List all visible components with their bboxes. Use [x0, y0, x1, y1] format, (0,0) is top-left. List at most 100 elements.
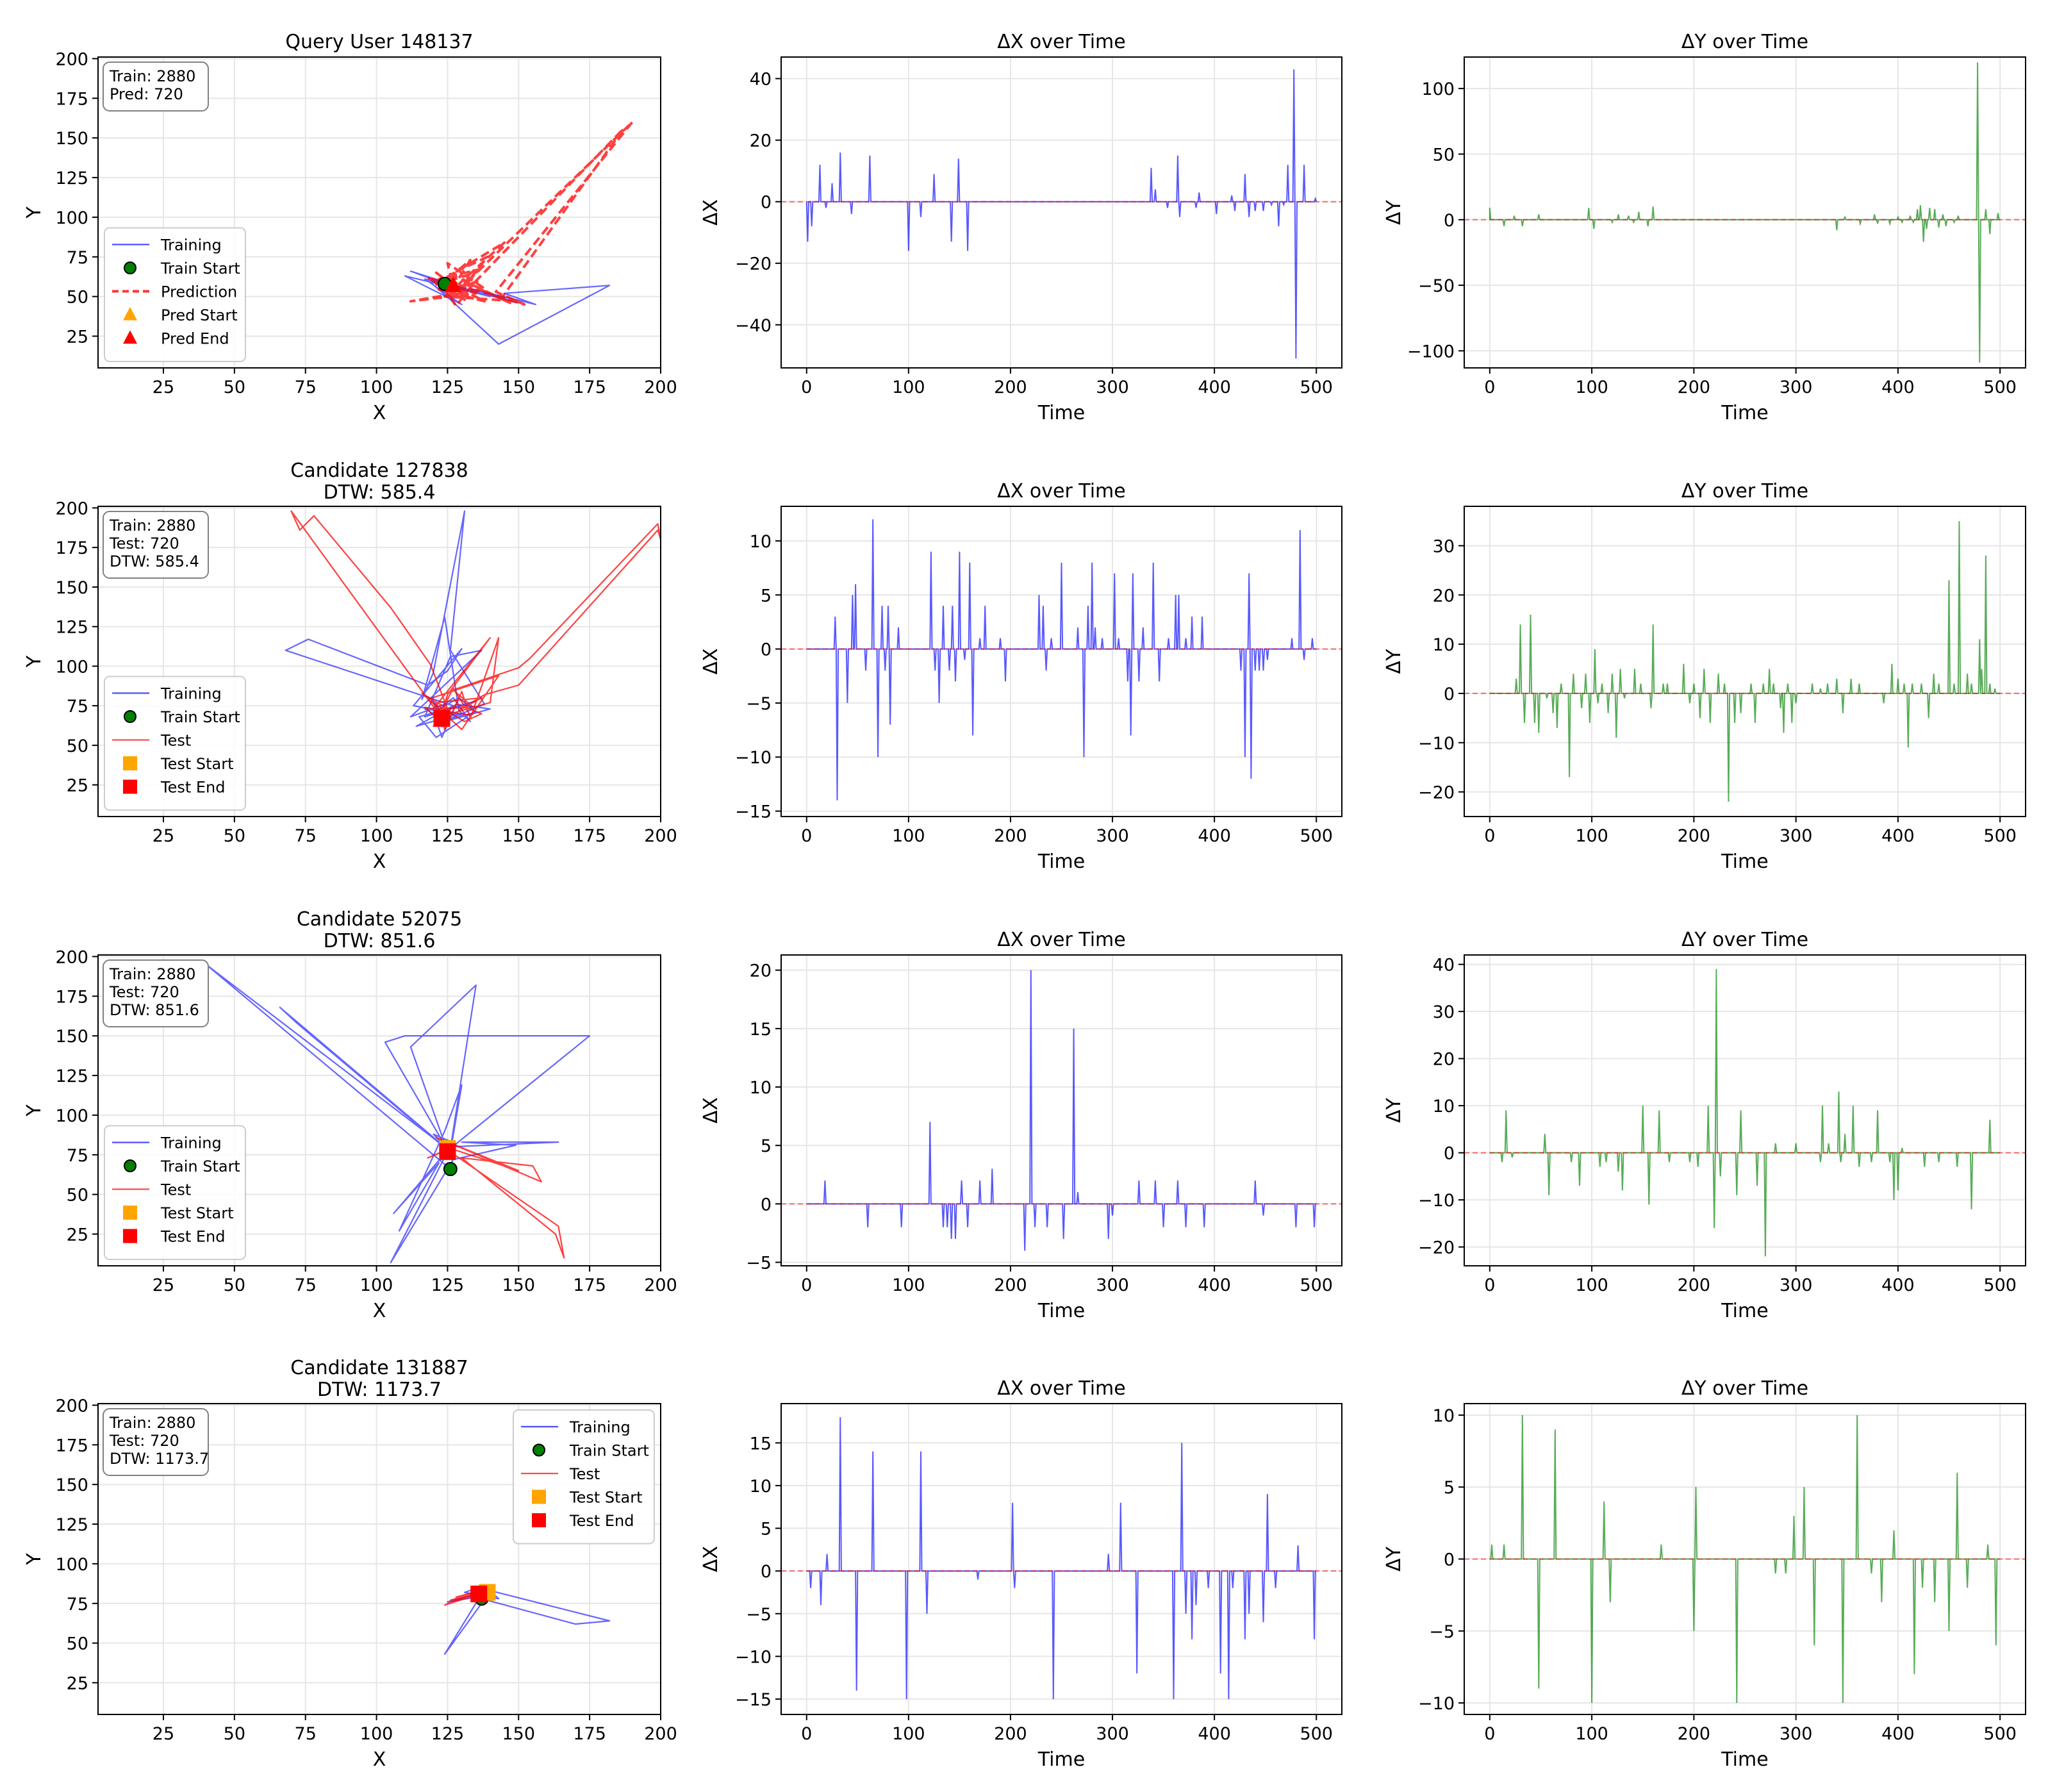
x-tick-label: 400 [1198, 377, 1231, 397]
y-tick-label: 175 [55, 538, 88, 558]
x-tick-label: 300 [1780, 1275, 1813, 1295]
legend-swatch [123, 1229, 137, 1243]
legend-label: Training [160, 236, 222, 254]
x-tick-label: 500 [1300, 1724, 1333, 1744]
y-tick-label: 100 [55, 1106, 88, 1126]
legend-label: Train Start [160, 1157, 240, 1175]
x-tick-label: 400 [1198, 826, 1231, 846]
grid [781, 57, 1342, 368]
axes-frame [780, 56, 1342, 369]
training-line [205, 963, 591, 1264]
grid [1464, 955, 2026, 1266]
x-tick-label: 200 [1678, 1275, 1711, 1295]
y-tick-label: 40 [750, 70, 772, 90]
y-axis-label: ΔY [1383, 1097, 1405, 1123]
subplot-2: 0 100 200 300 400 500 −40 −20 0 20 40 Time ΔX ΔX over… [700, 31, 1342, 424]
y-tick-label: −20 [1418, 783, 1455, 803]
y-tick-label: 175 [55, 1436, 88, 1456]
y-tick-label: −20 [735, 254, 772, 274]
x-tick-label: 200 [1678, 377, 1711, 397]
legend-label: Prediction [161, 283, 237, 301]
y-tick-label: −10 [1418, 1191, 1455, 1211]
y-tick-label: 100 [55, 1555, 88, 1575]
plot-area [404, 120, 634, 345]
y-tick-label: 10 [1433, 635, 1455, 655]
legend-label: Test Start [160, 1204, 234, 1222]
x-tick-label: 0 [801, 1275, 812, 1295]
x-tick-label: 200 [644, 1275, 677, 1295]
x-tick-label: 0 [1484, 377, 1495, 397]
x-tick-label: 400 [1881, 1275, 1915, 1295]
axes-frame [1464, 506, 2026, 817]
legend-label: Test End [569, 1512, 634, 1530]
delta-line [806, 970, 1317, 1251]
y-tick-label: 100 [55, 208, 88, 228]
x-tick-label: 200 [1678, 826, 1711, 846]
y-tick-label: 0 [761, 1195, 772, 1215]
train-start-marker [443, 1162, 458, 1177]
x-tick-label: 300 [1096, 826, 1129, 846]
y-axis-label: ΔX [700, 1546, 722, 1572]
y-axis-label: ΔY [1383, 199, 1405, 225]
x-tick-label: 100 [360, 1275, 393, 1295]
legend-swatch [532, 1489, 546, 1504]
subplot-9: 0 100 200 300 400 500 −20 −10 0 10 20 30 40 Time ΔY ΔY … [1383, 929, 2026, 1322]
x-axis-label: Time [1721, 402, 1768, 424]
legend-swatch [124, 1159, 136, 1172]
y-axis-label: ΔX [700, 648, 722, 674]
y-tick-label: 5 [761, 1520, 772, 1539]
x-axis-label: Time [1037, 850, 1085, 873]
chart-title: Query User 148137 [285, 31, 473, 53]
legend-label: Test Start [160, 755, 234, 773]
subplot-8: 0 100 200 300 400 500 −5 0 5 10 15 20 Time ΔX ΔX over … [700, 929, 1342, 1322]
x-axis-label: X [373, 1748, 386, 1771]
legend-swatch [124, 710, 136, 723]
y-tick-label: 150 [55, 1475, 88, 1495]
y-tick-label: 25 [67, 1225, 88, 1245]
y-tick-label: 0 [1444, 1144, 1455, 1164]
info-box-line: DTW: 585.4 [110, 552, 199, 570]
y-tick-label: −5 [746, 1254, 772, 1273]
plot-area [205, 963, 591, 1264]
y-tick-label: 0 [761, 193, 772, 213]
y-tick-label: 125 [55, 618, 88, 638]
x-axis-label: Time [1037, 402, 1085, 424]
chart-subtitle: DTW: 851.6 [324, 930, 436, 952]
pred-end-marker [445, 276, 462, 292]
y-tick-label: 175 [55, 89, 88, 109]
y-axis-label: ΔY [1383, 1546, 1405, 1572]
chart-title: ΔX over Time [997, 929, 1125, 951]
legend-label: Training [160, 685, 222, 703]
delta-line [805, 69, 1317, 359]
delta-line [1489, 968, 2001, 1257]
y-axis-label: ΔX [700, 199, 722, 226]
y-tick-label: 30 [1433, 536, 1455, 556]
y-tick-label: 100 [1421, 79, 1455, 99]
x-tick-label: 200 [1678, 1724, 1711, 1744]
x-tick-label: 500 [1300, 826, 1333, 846]
y-tick-label: −5 [746, 1605, 772, 1625]
y-tick-label: 175 [55, 987, 88, 1007]
x-tick-label: 300 [1780, 1724, 1813, 1744]
y-tick-label: −10 [1418, 734, 1455, 754]
x-tick-label: 200 [994, 826, 1027, 846]
legend-label: Training [160, 1134, 222, 1152]
y-tick-label: 25 [67, 328, 88, 347]
y-tick-label: 5 [761, 1136, 772, 1156]
legend-label: Train Start [160, 708, 240, 726]
x-tick-label: 200 [994, 1724, 1027, 1744]
x-tick-label: 400 [1881, 1724, 1915, 1744]
y-tick-label: 125 [55, 169, 88, 188]
chart-title: Candidate 131887 [290, 1357, 468, 1379]
y-tick-label: 150 [55, 1027, 88, 1047]
y-tick-label: 125 [55, 1066, 88, 1086]
y-tick-label: 10 [750, 532, 772, 552]
x-tick-label: 50 [224, 1275, 245, 1295]
y-tick-label: 100 [55, 657, 88, 677]
test-end-marker [433, 709, 450, 727]
plot-area [285, 510, 661, 738]
x-tick-label: 200 [994, 1275, 1027, 1295]
info-box-line: Train: 2880 [109, 67, 195, 85]
info-box-line: DTW: 1173.7 [110, 1450, 209, 1468]
x-tick-label: 100 [360, 1724, 393, 1744]
